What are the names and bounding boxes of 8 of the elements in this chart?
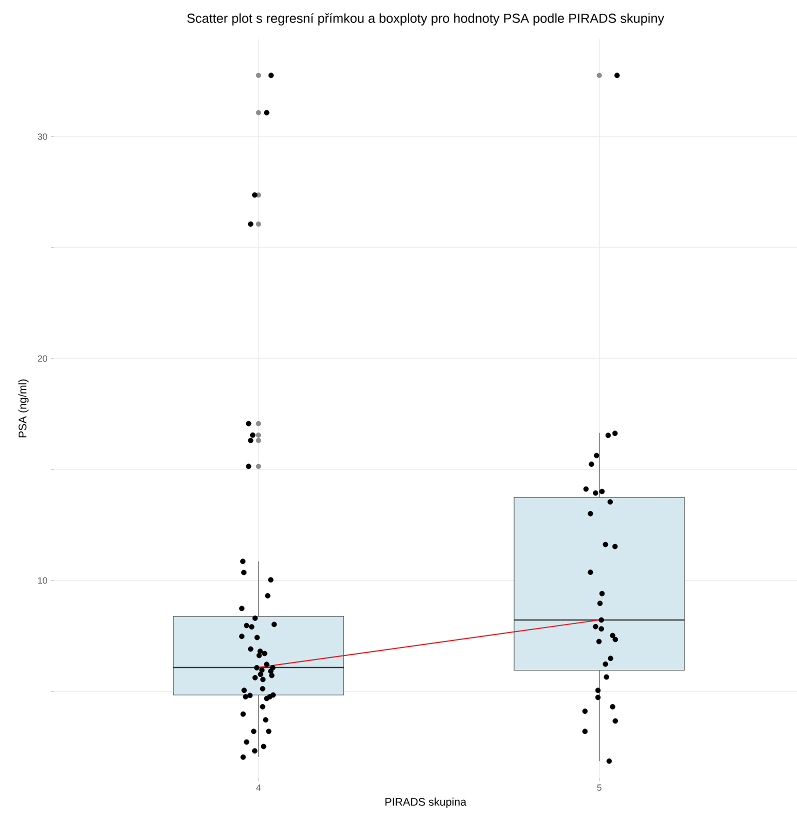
y-axis-title: PSA (ng/ml) [18,380,29,438]
y-tick-label: 20 [38,355,48,362]
y-tick-label: 10 [38,577,48,584]
x-tick-label: 4 [256,784,261,791]
chart-title: Scatter plot s regresní přímkou a boxploty pro hodnoty PSA podle PIRADS skupiny [187,13,664,26]
x-axis-title: PIRADS skupina [385,798,466,808]
x-tick-label: 5 [597,784,602,791]
y-tick-label: 30 [38,133,48,140]
